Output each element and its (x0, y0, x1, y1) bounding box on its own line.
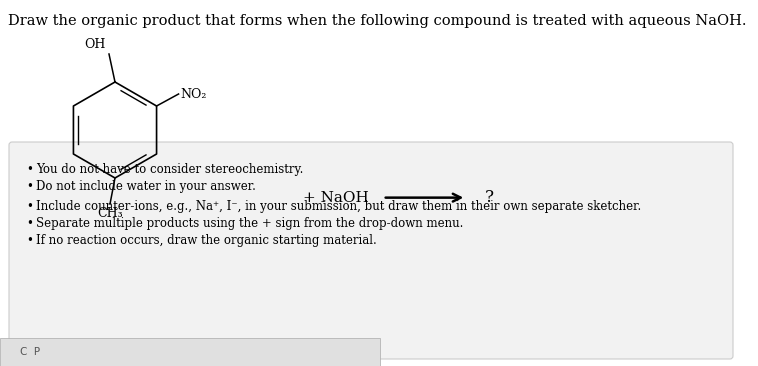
FancyBboxPatch shape (0, 338, 380, 366)
Text: C  P: C P (20, 347, 40, 357)
Text: OH: OH (85, 38, 106, 51)
Text: ?: ? (485, 189, 494, 206)
Text: •: • (26, 200, 33, 213)
Text: •: • (26, 234, 33, 247)
Text: + NaOH: + NaOH (303, 191, 369, 205)
Text: You do not have to consider stereochemistry.: You do not have to consider stereochemis… (36, 163, 303, 176)
Text: If no reaction occurs, draw the organic starting material.: If no reaction occurs, draw the organic … (36, 234, 377, 247)
Text: Separate multiple products using the + sign from the drop-down menu.: Separate multiple products using the + s… (36, 217, 463, 230)
Text: CH₃: CH₃ (97, 207, 123, 220)
Text: Do not include water in your answer.: Do not include water in your answer. (36, 180, 256, 193)
Text: •: • (26, 180, 33, 193)
Text: NO₂: NO₂ (180, 87, 207, 101)
FancyBboxPatch shape (9, 142, 733, 359)
Text: •: • (26, 163, 33, 176)
Text: •: • (26, 217, 33, 230)
Text: Include counter-ions, e.g., Na⁺, I⁻, in your submission, but draw them in their : Include counter-ions, e.g., Na⁺, I⁻, in … (36, 200, 641, 213)
Text: Draw the organic product that forms when the following compound is treated with : Draw the organic product that forms when… (8, 14, 747, 28)
